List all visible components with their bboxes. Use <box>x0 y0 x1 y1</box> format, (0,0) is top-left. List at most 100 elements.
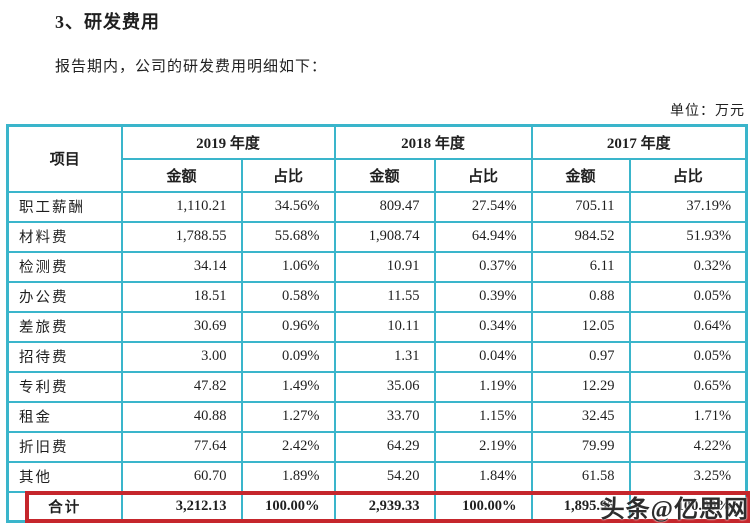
table-row: 检测费 34.14 1.06% 10.91 0.37% 6.11 0.32% <box>6 250 748 283</box>
row-value-cell: 0.39% <box>433 280 533 313</box>
row-value-cell: 809.47 <box>333 190 436 223</box>
row-value-cell: 0.65% <box>628 370 748 403</box>
row-value-cell: 1.15% <box>433 400 533 433</box>
table-row: 差旅费 30.69 0.96% 10.11 0.34% 12.05 0.64% <box>6 310 748 343</box>
total-row: 合计 3,212.13 100.00% 2,939.33 100.00% 1,895.95… <box>6 490 748 523</box>
row-value-cell: 1.84% <box>433 460 533 493</box>
header-year-2019: 2019 年度 <box>120 124 336 160</box>
header-row-years: 项目 2019 年度 2018 年度 2017 年度 <box>6 124 748 193</box>
row-value-cell: 12.29 <box>530 370 631 403</box>
row-value-cell: 40.88 <box>120 400 243 433</box>
header-year-2017: 2017 年度 <box>530 124 748 160</box>
row-value-cell: 51.93% <box>628 220 748 253</box>
row-item-label: 折旧费 <box>6 430 123 463</box>
row-item-label: 专利费 <box>6 370 123 403</box>
row-value-cell: 3.00 <box>120 340 243 373</box>
row-value-cell: 4.22% <box>628 430 748 463</box>
row-value-cell: 2,939.33 <box>333 490 436 523</box>
header-amount-2019: 金额 <box>120 157 243 193</box>
row-value-cell: 64.29 <box>333 430 436 463</box>
row-value-cell: 1,908.74 <box>333 220 436 253</box>
unit-label: 单位：万元 <box>670 104 745 119</box>
row-value-cell: 60.70 <box>120 460 243 493</box>
row-value-cell: 32.45 <box>530 400 631 433</box>
row-value-cell: 12.05 <box>530 310 631 343</box>
row-value-cell: 79.99 <box>530 430 631 463</box>
row-item-label: 差旅费 <box>6 310 123 343</box>
row-item-label: 材料费 <box>6 220 123 253</box>
header-ratio-2018: 占比 <box>433 157 533 193</box>
rd-expense-table: 项目 2019 年度 2018 年度 2017 年度 金额 占比 金额 占比 金… <box>6 124 749 523</box>
row-value-cell: 27.54% <box>433 190 533 223</box>
row-value-cell: 1.06% <box>240 250 336 283</box>
row-value-cell: 1.49% <box>240 370 336 403</box>
row-item-label: 其他 <box>6 460 123 493</box>
row-value-cell: 3.25% <box>628 460 748 493</box>
row-value-cell: 10.11 <box>333 310 436 343</box>
row-value-cell: 0.05% <box>628 340 748 373</box>
row-value-cell: 1.89% <box>240 460 336 493</box>
row-value-cell: 1,110.21 <box>120 190 243 223</box>
row-item-label: 职工薪酬 <box>6 190 123 223</box>
row-value-cell: 0.09% <box>240 340 336 373</box>
row-value-cell: 0.64% <box>628 310 748 343</box>
row-value-cell: 0.88 <box>530 280 631 313</box>
row-value-cell: 2.19% <box>433 430 533 463</box>
row-value-cell: 2.42% <box>240 430 336 463</box>
row-value-cell: 1,788.55 <box>120 220 243 253</box>
row-value-cell: 30.69 <box>120 310 243 343</box>
row-value-cell: 100.00% <box>240 490 336 523</box>
row-value-cell: 1,895.95 <box>530 490 631 523</box>
row-value-cell: 705.11 <box>530 190 631 223</box>
row-value-cell: 54.20 <box>333 460 436 493</box>
row-value-cell: 1.31 <box>333 340 436 373</box>
table-header: 项目 2019 年度 2018 年度 2017 年度 金额 占比 金额 占比 金… <box>6 124 748 193</box>
table-row: 专利费 47.82 1.49% 35.06 1.19% 12.29 0.65% <box>6 370 748 403</box>
row-value-cell: 61.58 <box>530 460 631 493</box>
row-value-cell: 984.52 <box>530 220 631 253</box>
row-value-cell: 100.00% <box>628 490 748 523</box>
row-item-label: 租金 <box>6 400 123 433</box>
row-value-cell: 0.04% <box>433 340 533 373</box>
header-ratio-2019: 占比 <box>240 157 336 193</box>
header-year-2018: 2018 年度 <box>333 124 533 160</box>
row-value-cell: 55.68% <box>240 220 336 253</box>
intro-text: 报告期内，公司的研发费用明细如下： <box>55 59 328 75</box>
row-value-cell: 10.91 <box>333 250 436 283</box>
table-row: 材料费 1,788.55 55.68% 1,908.74 64.94% 984.52 51.… <box>6 220 748 253</box>
table-row: 办公费 18.51 0.58% 11.55 0.39% 0.88 0.05% <box>6 280 748 313</box>
row-value-cell: 100.00% <box>433 490 533 523</box>
table-body: 职工薪酬 1,110.21 34.56% 809.47 27.54% 705.11 37.1… <box>6 190 748 523</box>
row-item-label: 办公费 <box>6 280 123 313</box>
table-row: 折旧费 77.64 2.42% 64.29 2.19% 79.99 4.22% <box>6 430 748 463</box>
header-amount-2017: 金额 <box>530 157 631 193</box>
row-value-cell: 1.27% <box>240 400 336 433</box>
row-item-label: 招待费 <box>6 340 123 373</box>
row-value-cell: 0.05% <box>628 280 748 313</box>
row-value-cell: 1.19% <box>433 370 533 403</box>
row-value-cell: 0.32% <box>628 250 748 283</box>
row-value-cell: 34.14 <box>120 250 243 283</box>
header-item: 项目 <box>6 124 123 193</box>
row-value-cell: 1.71% <box>628 400 748 433</box>
section-title: 3、研发费用 <box>55 12 160 32</box>
row-value-cell: 6.11 <box>530 250 631 283</box>
row-value-cell: 3,212.13 <box>120 490 243 523</box>
row-value-cell: 0.96% <box>240 310 336 343</box>
header-row-subcolumns: 金额 占比 金额 占比 金额 占比 <box>8 157 748 193</box>
row-value-cell: 35.06 <box>333 370 436 403</box>
total-row-label: 合计 <box>6 490 123 523</box>
table-row: 招待费 3.00 0.09% 1.31 0.04% 0.97 0.05% <box>6 340 748 373</box>
row-value-cell: 77.64 <box>120 430 243 463</box>
row-value-cell: 0.58% <box>240 280 336 313</box>
table-row: 租金 40.88 1.27% 33.70 1.15% 32.45 1.71% <box>6 400 748 433</box>
row-value-cell: 64.94% <box>433 220 533 253</box>
row-value-cell: 0.97 <box>530 340 631 373</box>
row-value-cell: 18.51 <box>120 280 243 313</box>
row-value-cell: 0.34% <box>433 310 533 343</box>
header-amount-2018: 金额 <box>333 157 436 193</box>
row-value-cell: 47.82 <box>120 370 243 403</box>
header-ratio-2017: 占比 <box>628 157 748 193</box>
row-value-cell: 37.19% <box>628 190 748 223</box>
